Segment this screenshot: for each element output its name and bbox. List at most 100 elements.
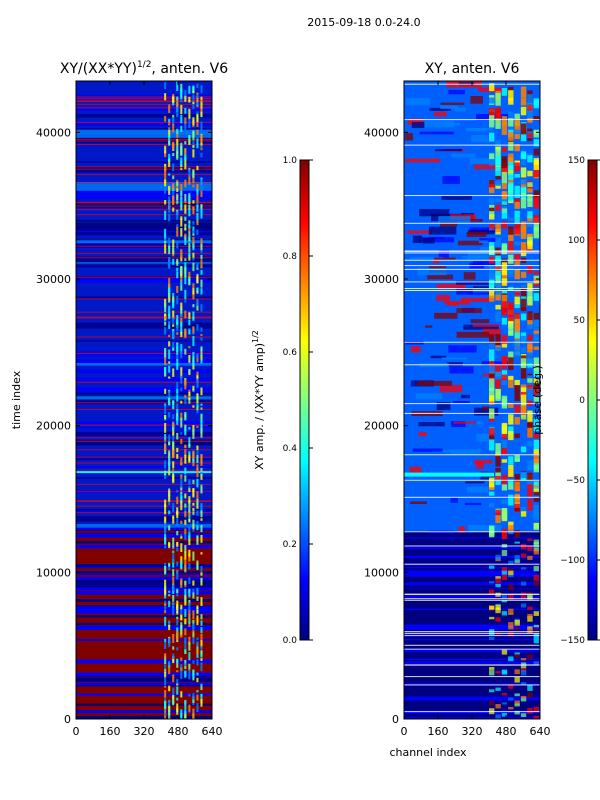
amplitude-bright-cell bbox=[164, 404, 167, 414]
phase-patch bbox=[472, 324, 500, 327]
amplitude-band bbox=[76, 544, 212, 549]
amplitude-bright-cell bbox=[192, 592, 195, 599]
phase-patch bbox=[466, 128, 487, 132]
amplitude-bright-cell bbox=[176, 618, 179, 626]
amplitude-bright-cell bbox=[184, 224, 187, 230]
phase-bright-cell bbox=[527, 499, 533, 511]
phase-patch bbox=[450, 497, 458, 503]
phase-bright-cell bbox=[514, 493, 520, 504]
amplitude-bright-cell bbox=[176, 150, 179, 160]
phase-bright-cell bbox=[514, 198, 520, 205]
amplitude-bright-cell bbox=[192, 519, 195, 527]
amplitude-bright-cell bbox=[172, 606, 175, 616]
amplitude-bright-cell bbox=[172, 594, 175, 602]
amplitude-bright-cell bbox=[188, 658, 191, 661]
amplitude-bright-cell bbox=[200, 646, 203, 650]
amplitude-bright-cell bbox=[172, 114, 175, 119]
amplitude-bright-cell bbox=[184, 580, 187, 585]
phase-bright-cell bbox=[533, 439, 539, 450]
amplitude-bright-cell bbox=[192, 708, 195, 719]
phase-bright-cell bbox=[508, 656, 514, 662]
amplitude-bright-cell bbox=[200, 337, 203, 341]
amplitude-band bbox=[76, 685, 212, 687]
amplitude-bright-cell bbox=[168, 173, 171, 176]
phase-band bbox=[404, 570, 540, 575]
amplitude-bright-cell bbox=[164, 186, 167, 194]
amplitude-bright-cell bbox=[184, 289, 187, 300]
amplitude-band bbox=[76, 225, 212, 231]
amplitude-bright-cell bbox=[176, 631, 179, 641]
amplitude-bright-cell bbox=[200, 552, 203, 555]
phase-patch bbox=[474, 407, 499, 416]
amplitude-bright-cell bbox=[180, 604, 183, 610]
phase-bright-cell bbox=[520, 187, 527, 193]
amplitude-bright-cell bbox=[200, 620, 203, 626]
amplitude-bright-cell bbox=[164, 115, 167, 122]
phase-patch bbox=[471, 134, 489, 143]
amplitude-bright-cell bbox=[164, 712, 167, 716]
phase-patch bbox=[419, 208, 450, 217]
phase-bright-cell bbox=[501, 359, 508, 369]
x-tick-label: 160 bbox=[428, 725, 449, 738]
phase-bright-cell bbox=[514, 404, 520, 414]
amplitude-bright-cell bbox=[192, 638, 195, 645]
phase-x-ticks: 0 160 320 480 640 bbox=[401, 81, 551, 738]
phase-bright-cell bbox=[527, 290, 533, 304]
amplitude-bright-cell bbox=[200, 414, 203, 424]
amplitude-bright-cell bbox=[184, 503, 187, 508]
amplitude-red-stripe bbox=[76, 214, 212, 216]
amplitude-bright-cell bbox=[180, 279, 183, 286]
amplitude-bright-cell bbox=[200, 419, 203, 428]
phase-bright-cell bbox=[508, 570, 514, 576]
phase-bright-cell bbox=[514, 417, 520, 425]
amplitude-bright-cell bbox=[196, 525, 199, 531]
phase-bright-cell bbox=[489, 197, 495, 204]
phase-bright-cell bbox=[508, 414, 514, 425]
amplitude-bright-cell bbox=[168, 129, 171, 138]
phase-bright-cell bbox=[489, 184, 495, 188]
phase-bright-cell bbox=[527, 240, 533, 250]
amplitude-bright-cell bbox=[180, 474, 183, 479]
amplitude-bright-cell bbox=[196, 184, 199, 191]
phase-bright-cell bbox=[508, 430, 514, 441]
phase-bright-cell bbox=[508, 469, 514, 477]
amplitude-red-stripe bbox=[76, 205, 212, 207]
phase-bright-cell bbox=[508, 706, 514, 710]
phase-bright-cell bbox=[508, 182, 514, 192]
amplitude-red-stripe bbox=[76, 402, 212, 404]
amplitude-bright-cell bbox=[184, 528, 187, 535]
phase-patch bbox=[418, 237, 455, 243]
amplitude-bright-cell bbox=[168, 305, 171, 315]
phase-bright-cell bbox=[495, 283, 501, 288]
phase-band bbox=[404, 615, 540, 619]
phase-bright-cell bbox=[489, 97, 495, 104]
amplitude-bright-cell bbox=[176, 589, 179, 593]
phase-white-line bbox=[404, 635, 540, 637]
phase-bright-cell bbox=[501, 317, 508, 325]
phase-bright-cell bbox=[520, 271, 527, 278]
amplitude-bright-cell bbox=[192, 351, 195, 357]
amplitude-bright-cell bbox=[164, 638, 167, 643]
amplitude-red-stripe bbox=[76, 121, 212, 123]
phase-bright-cell bbox=[501, 600, 508, 603]
amplitude-bright-cell bbox=[196, 478, 199, 488]
amplitude-bright-cell bbox=[168, 456, 171, 466]
phase-bright-cell bbox=[520, 286, 527, 298]
amplitude-bright-cell bbox=[164, 388, 167, 394]
amplitude-bright-cell bbox=[176, 324, 179, 332]
amplitude-bright-cell bbox=[168, 245, 171, 255]
phase-bright-cell bbox=[501, 611, 508, 616]
phase-bright-cell bbox=[495, 454, 501, 467]
phase-bright-cell bbox=[508, 254, 514, 264]
amplitude-band bbox=[76, 540, 212, 544]
phase-patch bbox=[456, 308, 482, 314]
phase-bright-cell bbox=[527, 546, 533, 552]
phase-bright-cell bbox=[533, 385, 539, 396]
phase-patch bbox=[418, 421, 445, 427]
amplitude-bright-cell bbox=[188, 481, 191, 486]
amplitude-red-stripe bbox=[76, 257, 212, 259]
phase-patch bbox=[470, 96, 483, 104]
phase-patch bbox=[449, 366, 474, 374]
phase-bright-cell bbox=[520, 86, 527, 98]
phase-bands bbox=[404, 81, 540, 719]
